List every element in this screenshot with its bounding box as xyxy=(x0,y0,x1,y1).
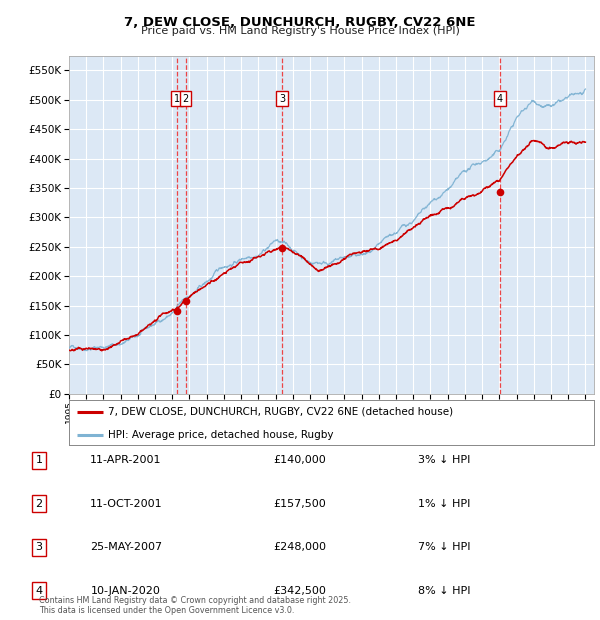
Text: Contains HM Land Registry data © Crown copyright and database right 2025.
This d: Contains HM Land Registry data © Crown c… xyxy=(39,596,351,615)
Text: 8% ↓ HPI: 8% ↓ HPI xyxy=(418,585,470,596)
Text: 11-APR-2001: 11-APR-2001 xyxy=(90,455,162,466)
Text: 25-MAY-2007: 25-MAY-2007 xyxy=(90,542,162,552)
Text: 7, DEW CLOSE, DUNCHURCH, RUGBY, CV22 6NE (detached house): 7, DEW CLOSE, DUNCHURCH, RUGBY, CV22 6NE… xyxy=(109,407,454,417)
Text: £248,000: £248,000 xyxy=(274,542,326,552)
Text: 3: 3 xyxy=(35,542,43,552)
Text: 4: 4 xyxy=(497,94,503,104)
Text: 2: 2 xyxy=(182,94,188,104)
Text: Price paid vs. HM Land Registry's House Price Index (HPI): Price paid vs. HM Land Registry's House … xyxy=(140,26,460,36)
Text: 3% ↓ HPI: 3% ↓ HPI xyxy=(418,455,470,466)
Text: 2: 2 xyxy=(35,498,43,509)
Text: 1% ↓ HPI: 1% ↓ HPI xyxy=(418,498,470,509)
Text: £157,500: £157,500 xyxy=(274,498,326,509)
Text: 3: 3 xyxy=(279,94,286,104)
Text: 1: 1 xyxy=(174,94,180,104)
Text: 7% ↓ HPI: 7% ↓ HPI xyxy=(418,542,470,552)
Text: 1: 1 xyxy=(35,455,43,466)
Text: 10-JAN-2020: 10-JAN-2020 xyxy=(91,585,161,596)
Text: 7, DEW CLOSE, DUNCHURCH, RUGBY, CV22 6NE: 7, DEW CLOSE, DUNCHURCH, RUGBY, CV22 6NE xyxy=(124,16,476,29)
Text: 4: 4 xyxy=(35,585,43,596)
Text: £342,500: £342,500 xyxy=(274,585,326,596)
Text: HPI: Average price, detached house, Rugby: HPI: Average price, detached house, Rugb… xyxy=(109,430,334,440)
Text: £140,000: £140,000 xyxy=(274,455,326,466)
Text: 11-OCT-2001: 11-OCT-2001 xyxy=(89,498,163,509)
